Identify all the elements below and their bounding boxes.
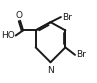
Text: O: O [15, 11, 22, 20]
Text: Br: Br [62, 13, 71, 21]
Text: N: N [47, 66, 54, 75]
Text: Br: Br [76, 50, 86, 59]
Text: HO: HO [1, 31, 15, 40]
